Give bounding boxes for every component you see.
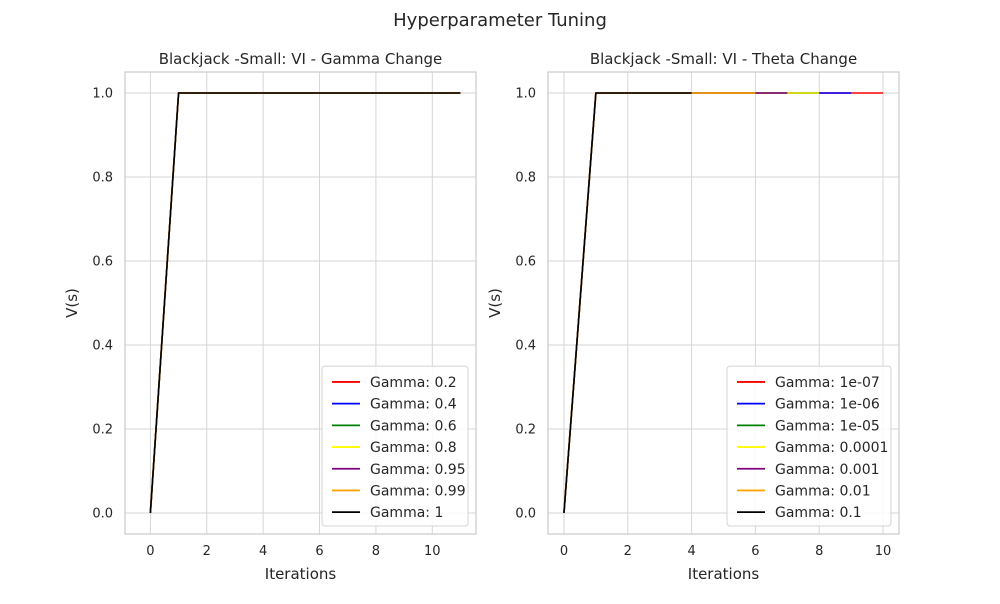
x-tick-label: 4 bbox=[687, 544, 695, 559]
y-tick-label: 0.2 bbox=[515, 423, 536, 438]
legend-label: Gamma: 0.0001 bbox=[775, 440, 888, 456]
legend-label: Gamma: 1 bbox=[370, 505, 443, 521]
y-tick-label: 0.0 bbox=[515, 507, 536, 522]
x-tick-label: 2 bbox=[624, 544, 632, 559]
axes-frame bbox=[124, 71, 477, 535]
legend-label: Gamma: 0.2 bbox=[370, 375, 457, 391]
chart-title: Blackjack -Small: VI - Theta Change bbox=[590, 50, 857, 68]
legend-box bbox=[321, 365, 469, 527]
legend-label: Gamma: 1e-07 bbox=[775, 375, 880, 391]
chart-title: Blackjack -Small: VI - Gamma Change bbox=[159, 50, 443, 68]
y-tick-label: 0.6 bbox=[92, 255, 113, 270]
x-axis-label: Iterations bbox=[688, 565, 760, 583]
x-tick-label: 0 bbox=[146, 544, 154, 559]
x-tick-label: 0 bbox=[560, 544, 568, 559]
y-axis-label: V(s) bbox=[63, 288, 81, 318]
x-tick-label: 2 bbox=[203, 544, 211, 559]
legend-box bbox=[726, 365, 892, 527]
x-tick-label: 10 bbox=[875, 544, 892, 559]
y-tick-label: 1.0 bbox=[515, 87, 536, 102]
y-axis-label: V(s) bbox=[486, 288, 504, 318]
y-tick-label: 0.0 bbox=[92, 507, 113, 522]
legend-label: Gamma: 0.001 bbox=[775, 462, 880, 478]
legend-label: Gamma: 0.6 bbox=[370, 418, 457, 434]
legend-label: Gamma: 0.95 bbox=[370, 462, 466, 478]
y-tick-label: 0.8 bbox=[515, 171, 536, 186]
x-axis-label: Iterations bbox=[265, 565, 337, 583]
legend-label: Gamma: 0.01 bbox=[775, 483, 871, 499]
legend-label: Gamma: 0.99 bbox=[370, 483, 466, 499]
y-tick-label: 0.6 bbox=[515, 255, 536, 270]
legend-label: Gamma: 1e-06 bbox=[775, 397, 880, 413]
x-tick-label: 8 bbox=[815, 544, 823, 559]
y-tick-label: 0.4 bbox=[92, 339, 113, 354]
series-line bbox=[149, 92, 461, 514]
x-tick-label: 10 bbox=[424, 544, 441, 559]
x-tick-label: 6 bbox=[315, 544, 323, 559]
series-line bbox=[563, 92, 692, 514]
y-tick-label: 1.0 bbox=[92, 87, 113, 102]
axes-frame bbox=[547, 71, 900, 535]
x-tick-label: 6 bbox=[751, 544, 759, 559]
legend-label: Gamma: 1e-05 bbox=[775, 418, 880, 434]
legend-label: Gamma: 0.1 bbox=[775, 505, 862, 521]
x-tick-label: 4 bbox=[259, 544, 267, 559]
legend-label: Gamma: 0.4 bbox=[370, 397, 457, 413]
y-tick-label: 0.2 bbox=[92, 423, 113, 438]
y-tick-label: 0.8 bbox=[92, 171, 113, 186]
legend-label: Gamma: 0.8 bbox=[370, 440, 457, 456]
y-tick-label: 0.4 bbox=[515, 339, 536, 354]
figure-title: Hyperparameter Tuning bbox=[393, 10, 607, 31]
x-tick-label: 8 bbox=[372, 544, 380, 559]
